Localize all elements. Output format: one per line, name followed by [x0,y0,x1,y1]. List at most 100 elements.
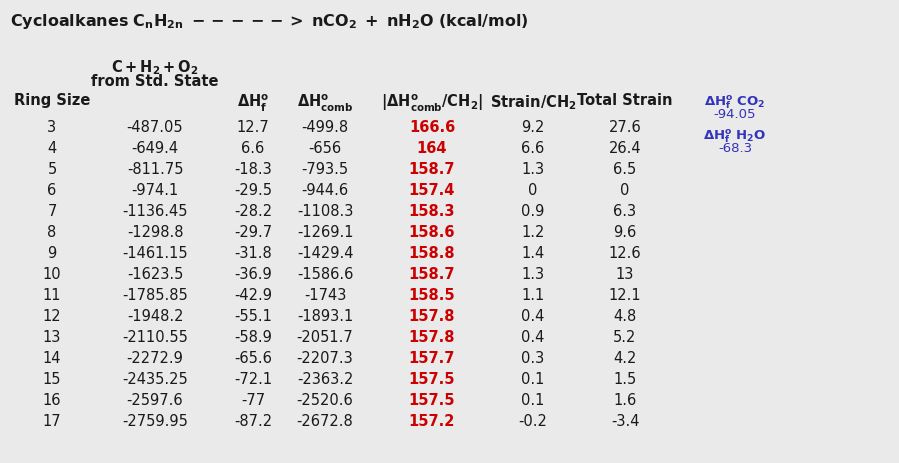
Text: $\bf{C + H_2 + O_2}$: $\bf{C + H_2 + O_2}$ [111,58,199,77]
Text: 157.2: 157.2 [409,414,455,429]
Text: -1893.1: -1893.1 [297,309,353,324]
Text: 164: 164 [417,141,447,156]
Text: -65.6: -65.6 [234,351,271,366]
Text: $\bf{\Delta H_f^o}$ $\bf{CO_2}$: $\bf{\Delta H_f^o}$ $\bf{CO_2}$ [705,93,766,111]
Text: 6.6: 6.6 [521,141,545,156]
Text: -811.75: -811.75 [127,162,183,177]
Text: -18.3: -18.3 [234,162,271,177]
Text: -1623.5: -1623.5 [127,267,183,282]
Text: -3.4: -3.4 [610,414,639,429]
Text: 1.1: 1.1 [521,288,545,303]
Text: 9: 9 [48,246,57,261]
Text: 157.8: 157.8 [409,309,455,324]
Text: -2759.95: -2759.95 [122,414,188,429]
Text: 6.5: 6.5 [613,162,636,177]
Text: $\bf{|\Delta H_{comb}^o/CH_2|}$: $\bf{|\Delta H_{comb}^o/CH_2|}$ [381,93,483,114]
Text: -656: -656 [308,141,342,156]
Text: -2207.3: -2207.3 [297,351,353,366]
Text: 4.8: 4.8 [613,309,636,324]
Text: -1785.85: -1785.85 [122,288,188,303]
Text: 3: 3 [48,120,57,135]
Text: -2363.2: -2363.2 [297,372,353,387]
Text: -2435.25: -2435.25 [122,372,188,387]
Text: 0.9: 0.9 [521,204,545,219]
Text: 158.6: 158.6 [409,225,455,240]
Text: 1.4: 1.4 [521,246,545,261]
Text: 17: 17 [42,414,61,429]
Text: 157.7: 157.7 [409,351,455,366]
Text: -1948.2: -1948.2 [127,309,183,324]
Text: 11: 11 [43,288,61,303]
Text: 158.7: 158.7 [409,267,455,282]
Text: -649.4: -649.4 [131,141,179,156]
Text: -72.1: -72.1 [234,372,272,387]
Text: 12.7: 12.7 [236,120,270,135]
Text: -1269.1: -1269.1 [297,225,353,240]
Text: -1429.4: -1429.4 [297,246,353,261]
Text: -68.3: -68.3 [718,142,752,155]
Text: 10: 10 [42,267,61,282]
Text: -1586.6: -1586.6 [297,267,353,282]
Text: -55.1: -55.1 [234,309,271,324]
Text: 157.4: 157.4 [409,183,455,198]
Text: -1136.45: -1136.45 [122,204,188,219]
Text: 5.2: 5.2 [613,330,636,345]
Text: 0: 0 [620,183,629,198]
Text: -58.9: -58.9 [234,330,271,345]
Text: 157.5: 157.5 [409,372,455,387]
Text: -487.05: -487.05 [127,120,183,135]
Text: -87.2: -87.2 [234,414,272,429]
Text: -2672.8: -2672.8 [297,414,353,429]
Text: -42.9: -42.9 [234,288,272,303]
Text: -1108.3: -1108.3 [297,204,353,219]
Text: -77: -77 [241,393,265,408]
Text: -2520.6: -2520.6 [297,393,353,408]
Text: $\bf{\Delta H_f^o}$ $\bf{H_2O}$: $\bf{\Delta H_f^o}$ $\bf{H_2O}$ [704,127,767,145]
Text: 16: 16 [43,393,61,408]
Text: 15: 15 [43,372,61,387]
Text: 157.5: 157.5 [409,393,455,408]
Text: -2272.9: -2272.9 [127,351,183,366]
Text: 158.7: 158.7 [409,162,455,177]
Text: 27.6: 27.6 [609,120,641,135]
Text: -2051.7: -2051.7 [297,330,353,345]
Text: 0.4: 0.4 [521,309,545,324]
Text: Total Strain: Total Strain [577,93,672,108]
Text: 12.6: 12.6 [609,246,641,261]
Text: 0.1: 0.1 [521,372,545,387]
Text: 1.5: 1.5 [613,372,636,387]
Text: -1743: -1743 [304,288,346,303]
Text: -2110.55: -2110.55 [122,330,188,345]
Text: -793.5: -793.5 [301,162,349,177]
Text: 6.3: 6.3 [613,204,636,219]
Text: 166.6: 166.6 [409,120,455,135]
Text: -94.05: -94.05 [714,108,756,121]
Text: -28.2: -28.2 [234,204,272,219]
Text: -2597.6: -2597.6 [127,393,183,408]
Text: 1.6: 1.6 [613,393,636,408]
Text: 5: 5 [48,162,57,177]
Text: 4: 4 [48,141,57,156]
Text: 9.2: 9.2 [521,120,545,135]
Text: 4.2: 4.2 [613,351,636,366]
Text: 0.3: 0.3 [521,351,545,366]
Text: $\bf{Strain/CH_2}$: $\bf{Strain/CH_2}$ [490,93,576,112]
Text: $\bf{\Delta H_f^o}$: $\bf{\Delta H_f^o}$ [236,93,269,114]
Text: -1298.8: -1298.8 [127,225,183,240]
Text: 7: 7 [48,204,57,219]
Text: 9.6: 9.6 [613,225,636,240]
Text: 158.5: 158.5 [409,288,455,303]
Text: 13: 13 [616,267,634,282]
Text: 13: 13 [43,330,61,345]
Text: 0.1: 0.1 [521,393,545,408]
Text: 1.3: 1.3 [521,162,545,177]
Text: -944.6: -944.6 [301,183,349,198]
Text: 6: 6 [48,183,57,198]
Text: -1461.15: -1461.15 [122,246,188,261]
Text: 12.1: 12.1 [609,288,641,303]
Text: Ring Size: Ring Size [13,93,90,108]
Text: 12: 12 [42,309,61,324]
Text: -36.9: -36.9 [234,267,271,282]
Text: 1.3: 1.3 [521,267,545,282]
Text: 26.4: 26.4 [609,141,641,156]
